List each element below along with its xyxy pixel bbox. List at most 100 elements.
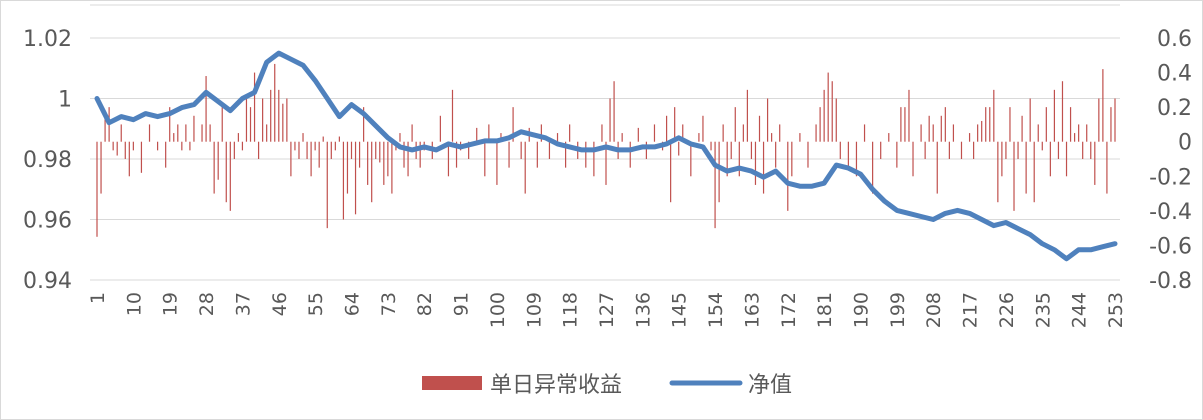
bar [354,141,357,215]
bar [585,141,587,168]
bar [601,124,603,142]
bar [621,133,623,142]
x-tick-label: 172 [778,292,800,328]
bar [257,141,260,159]
x-tick-label: 82 [414,292,436,316]
bar [973,141,975,159]
bar [1025,141,1027,194]
bar [750,141,753,159]
bar [896,141,898,168]
bar [358,141,361,168]
bar [229,141,231,211]
bar [714,141,716,229]
right-tick-label: 0.2 [1157,96,1192,121]
x-tick-label: 109 [523,292,545,328]
x-tick-label: 100 [487,292,509,328]
bar [1009,107,1011,142]
bar [512,107,514,142]
bar [294,141,296,151]
bar [209,124,211,142]
bar [124,141,126,159]
bar [718,141,720,203]
bar [1086,124,1088,142]
bar [371,141,373,203]
bar [536,141,538,168]
bar [678,141,680,156]
legend-label-bar: 单日异常收益 [490,373,622,398]
left-tick-label: 1 [58,88,72,113]
bar [968,133,971,142]
bar [1078,124,1080,142]
bar [116,141,118,156]
left-axis: 0.94 0.96 0.98 1 1.02 [23,27,72,294]
bar [96,141,98,237]
bar [346,141,349,194]
bar [185,124,187,142]
bar [831,81,833,142]
bar [476,127,478,142]
bar [940,115,942,142]
line-series [94,50,1118,262]
bar [540,124,542,142]
bar [1057,141,1060,159]
left-tick-label: 1.02 [23,27,72,52]
bar [1114,98,1116,142]
bar [391,141,393,194]
x-tick-label: 19 [160,292,182,316]
bar [1074,133,1076,142]
bar [593,141,595,177]
bar [387,141,389,177]
bar [863,124,866,142]
bar [698,133,700,142]
right-tick-label: 0.4 [1157,62,1192,87]
bar [754,141,757,185]
x-tick-label: 64 [342,292,364,316]
bar [173,133,175,142]
legend-label-line: 净值 [748,373,792,398]
bar [302,133,304,142]
bar [205,76,207,142]
bar [330,141,332,159]
bar [201,124,203,142]
bar [326,141,328,229]
right-tick-label: -0.2 [1149,165,1192,190]
bar [468,141,470,159]
bar [819,107,821,142]
bar [908,89,910,142]
bar [177,124,179,142]
x-tick-label: 10 [123,292,145,316]
bar [787,141,789,211]
bar [1053,89,1056,142]
bar [1033,141,1035,203]
bar [508,141,510,168]
bar [399,133,401,142]
bar [375,141,377,159]
right-tick-label: 0 [1178,131,1192,156]
x-tick-label: 235 [1032,292,1054,328]
x-tick-label: 118 [560,292,582,328]
bar [722,124,724,142]
bar [104,115,106,142]
bar [112,141,114,151]
x-tick-label: 154 [705,292,727,328]
bar [488,124,490,142]
bar [989,107,991,142]
bar [746,89,748,142]
bar [306,141,308,159]
x-tick-label: 91 [451,292,473,316]
bar-series [96,63,1116,237]
bar [1017,141,1019,159]
bar [872,141,874,194]
bar [565,141,567,168]
bar [823,89,825,142]
bar [1082,141,1084,159]
bar [298,141,300,159]
bar [997,141,999,203]
bar [520,141,522,159]
bar [682,124,684,142]
bar [318,141,320,168]
bar [262,98,264,142]
bar [815,124,817,142]
bar [613,81,615,142]
